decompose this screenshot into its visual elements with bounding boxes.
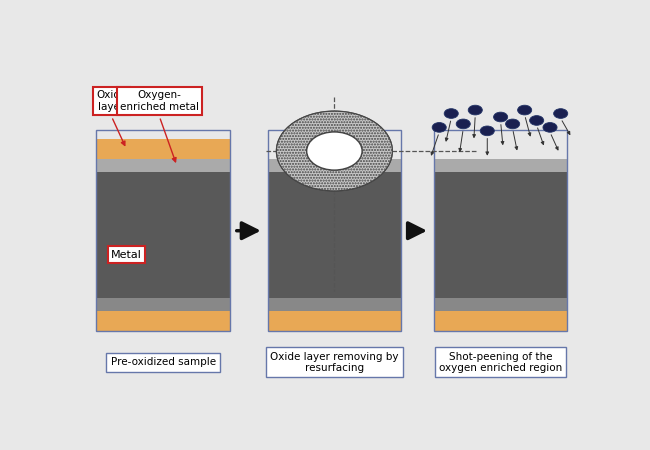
Circle shape [444, 109, 458, 118]
Bar [96, 172, 230, 298]
Bar [268, 159, 401, 172]
Text: Pre-oxidized sample: Pre-oxidized sample [111, 357, 216, 367]
Text: Shot-peening of the
oxygen enriched region: Shot-peening of the oxygen enriched regi… [439, 351, 562, 373]
Circle shape [456, 119, 471, 129]
Text: Oxide layer removing by
resurfacing: Oxide layer removing by resurfacing [270, 351, 398, 373]
Circle shape [543, 122, 557, 132]
Bar [96, 311, 230, 331]
Bar [268, 298, 401, 311]
Circle shape [517, 105, 532, 115]
Bar [96, 139, 230, 159]
Bar [96, 159, 230, 172]
Bar [434, 159, 567, 172]
Circle shape [432, 122, 447, 132]
Circle shape [554, 109, 567, 118]
Bar [268, 172, 401, 298]
Bar [434, 130, 567, 331]
Circle shape [468, 105, 482, 115]
Bar [434, 298, 567, 311]
Circle shape [530, 116, 543, 125]
Bar [96, 130, 230, 331]
Bar [96, 298, 230, 311]
Bar [434, 172, 567, 298]
Circle shape [480, 126, 494, 136]
Bar [434, 311, 567, 331]
Bar [268, 130, 401, 331]
Circle shape [493, 112, 508, 122]
Wedge shape [276, 111, 393, 191]
Text: Oxide
layer: Oxide layer [96, 90, 127, 112]
Bar [268, 311, 401, 331]
Circle shape [307, 132, 362, 170]
Circle shape [506, 119, 520, 129]
Text: Metal: Metal [111, 250, 142, 260]
Text: Oxygen-
enriched metal: Oxygen- enriched metal [120, 90, 199, 112]
Circle shape [276, 111, 393, 191]
